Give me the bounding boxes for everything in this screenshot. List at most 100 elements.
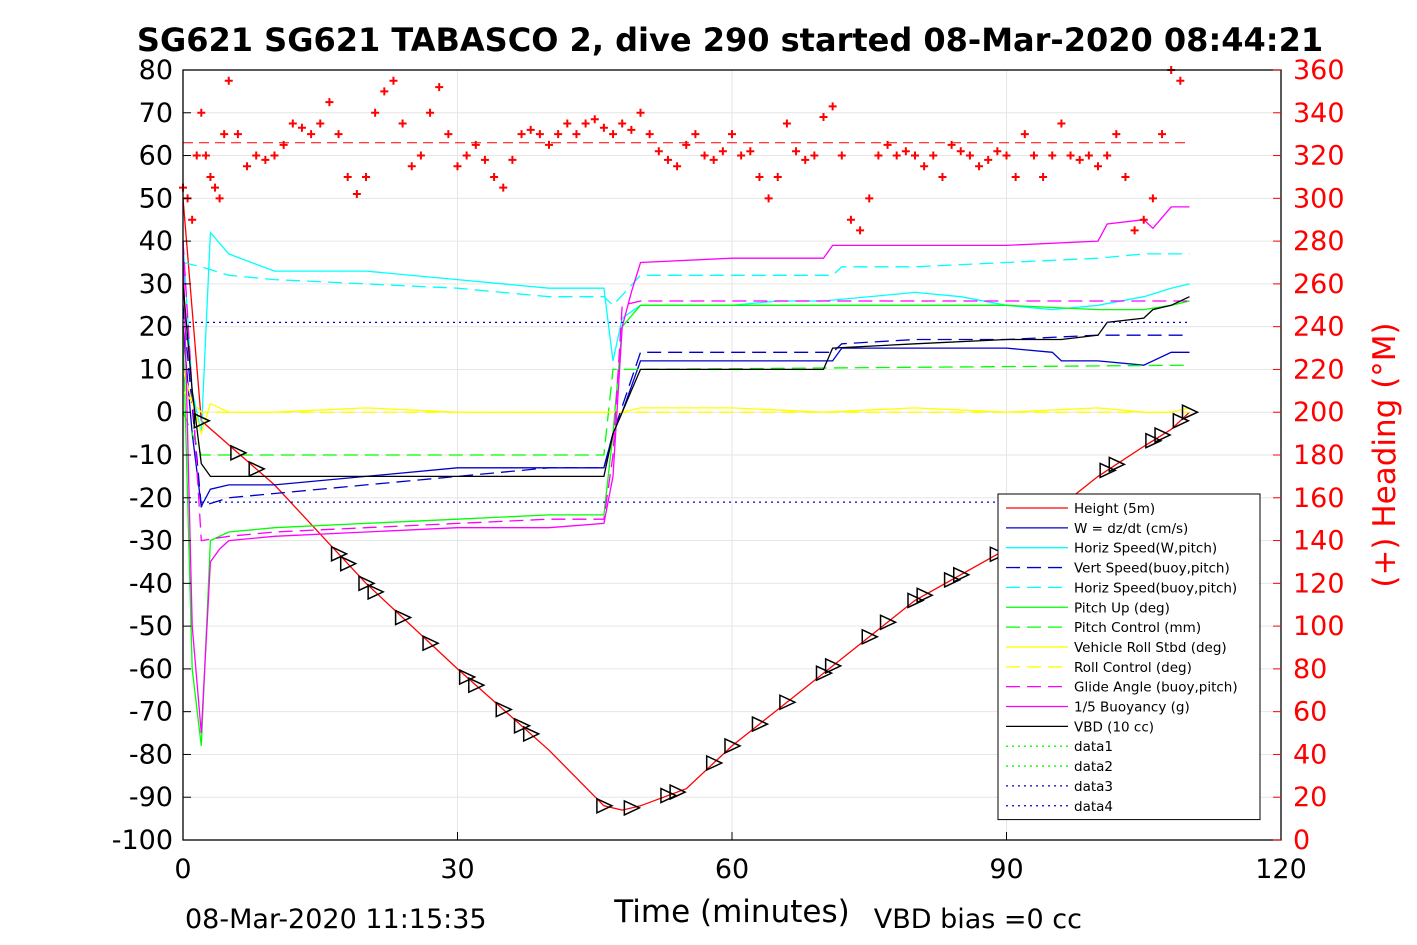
depth-marker	[861, 628, 880, 645]
heading-point	[215, 194, 224, 203]
right-y-tick-label: 80	[1293, 654, 1327, 685]
heading-point	[288, 119, 297, 128]
heading-point	[1139, 215, 1148, 224]
heading-point	[526, 125, 535, 134]
heading-point	[993, 147, 1002, 156]
heading-point	[1020, 130, 1029, 139]
heading-point	[956, 147, 965, 156]
heading-point	[307, 130, 316, 139]
heading-point	[517, 130, 526, 139]
right-y-axis-ticks: 3603403203002802602402202001801601401201…	[1273, 55, 1345, 856]
heading-point	[1121, 172, 1130, 181]
right-y-tick-label: 120	[1293, 568, 1345, 599]
heading-point	[737, 151, 746, 160]
heading-point	[462, 151, 471, 160]
heading-point	[243, 162, 252, 171]
x-axis-ticks: 0 30 60 90 120	[174, 832, 1307, 885]
heading-point	[1048, 151, 1057, 160]
heading-point	[673, 162, 682, 171]
heading-point	[1002, 151, 1011, 160]
y-axis-ticks: 80 70 60 50 40 30 20 10 0 -10 -20 -30 -40 -50 -60 -70 -8…	[112, 55, 191, 856]
heading-point	[645, 130, 654, 139]
series-line-7	[182, 369, 1190, 436]
series-line-6	[182, 364, 1190, 456]
x-axis-label: Time (minutes)	[613, 894, 849, 930]
heading-point	[609, 130, 618, 139]
right-y-axis-label: (+) Heading (°M)	[1367, 322, 1403, 587]
depth-marker	[1154, 426, 1172, 444]
heading-point	[1130, 226, 1139, 235]
heading-point	[1075, 155, 1084, 164]
heading-point	[627, 125, 636, 134]
chart-title: SG621 SG621 TABASCO 2, dive 290 started …	[137, 21, 1323, 59]
legend-entry: Vert Speed(buoy,pitch)	[1074, 561, 1230, 577]
depth-marker	[1099, 462, 1117, 479]
heading-point	[270, 151, 279, 160]
heading-point	[965, 151, 974, 160]
heading-point	[508, 155, 517, 164]
heading-point	[892, 151, 901, 160]
y-tick-label: 30	[139, 269, 173, 300]
heading-point	[755, 172, 764, 181]
legend-entry: data2	[1074, 759, 1113, 775]
heading-point	[782, 119, 791, 128]
heading-point	[352, 190, 361, 199]
heading-point	[380, 87, 389, 96]
y-tick-label: 70	[139, 98, 173, 129]
depth-marker	[1145, 432, 1163, 449]
heading-point	[773, 172, 782, 181]
heading-point	[938, 172, 947, 181]
right-y-tick-label: 60	[1293, 697, 1327, 728]
depth-marker	[879, 614, 898, 631]
heading-point	[407, 162, 416, 171]
y-tick-label: -40	[129, 568, 173, 599]
heading-point	[682, 140, 691, 149]
legend-entry: data3	[1074, 779, 1113, 795]
heading-point	[819, 113, 828, 122]
heading-point	[837, 151, 846, 160]
series-line-1	[182, 326, 1190, 509]
heading-point	[792, 147, 801, 156]
heading-point	[1176, 76, 1185, 85]
heading-point	[1112, 130, 1121, 139]
heading-point	[371, 108, 380, 117]
heading-point	[874, 151, 883, 160]
heading-point	[1011, 172, 1020, 181]
x-tick-label: 30	[440, 854, 474, 885]
legend-entry: Horiz Speed(W,pitch)	[1074, 541, 1217, 557]
heading-point	[554, 130, 563, 139]
heading-point	[901, 147, 910, 156]
heading-point	[389, 76, 398, 85]
heading-point	[426, 108, 435, 117]
heading-point	[1148, 194, 1157, 203]
depth-marker	[660, 787, 678, 804]
heading-point	[1029, 151, 1038, 160]
heading-point	[883, 140, 892, 149]
right-y-tick-label: 100	[1293, 611, 1345, 642]
footer-vbd-bias: VBD bias =0 cc	[874, 904, 1082, 935]
depth-marker	[705, 754, 724, 772]
y-tick-label: 40	[139, 226, 173, 257]
y-tick-label: -10	[129, 440, 173, 471]
right-y-tick-label: 160	[1293, 483, 1345, 514]
y-tick-label: 0	[156, 397, 173, 428]
depth-marker	[358, 575, 376, 592]
heading-point	[801, 155, 810, 164]
heading-point	[1158, 130, 1167, 139]
heading-point	[206, 172, 215, 181]
depth-marker	[815, 664, 834, 682]
heading-point	[618, 119, 627, 128]
depth-marker	[513, 717, 532, 734]
heading-point	[201, 151, 210, 160]
heading-point	[1039, 172, 1048, 181]
depth-marker	[751, 715, 770, 733]
right-y-tick-label: 360	[1293, 55, 1345, 86]
right-y-tick-label: 240	[1293, 312, 1345, 343]
legend-entry: Roll Control (deg)	[1074, 660, 1192, 676]
heading-point	[471, 140, 480, 149]
y-tick-label: 10	[139, 354, 173, 385]
right-y-tick-label: 300	[1293, 183, 1345, 214]
legend-entry: Pitch Up (deg)	[1074, 600, 1170, 616]
series-line-9	[182, 241, 1190, 542]
heading-point	[343, 172, 352, 181]
